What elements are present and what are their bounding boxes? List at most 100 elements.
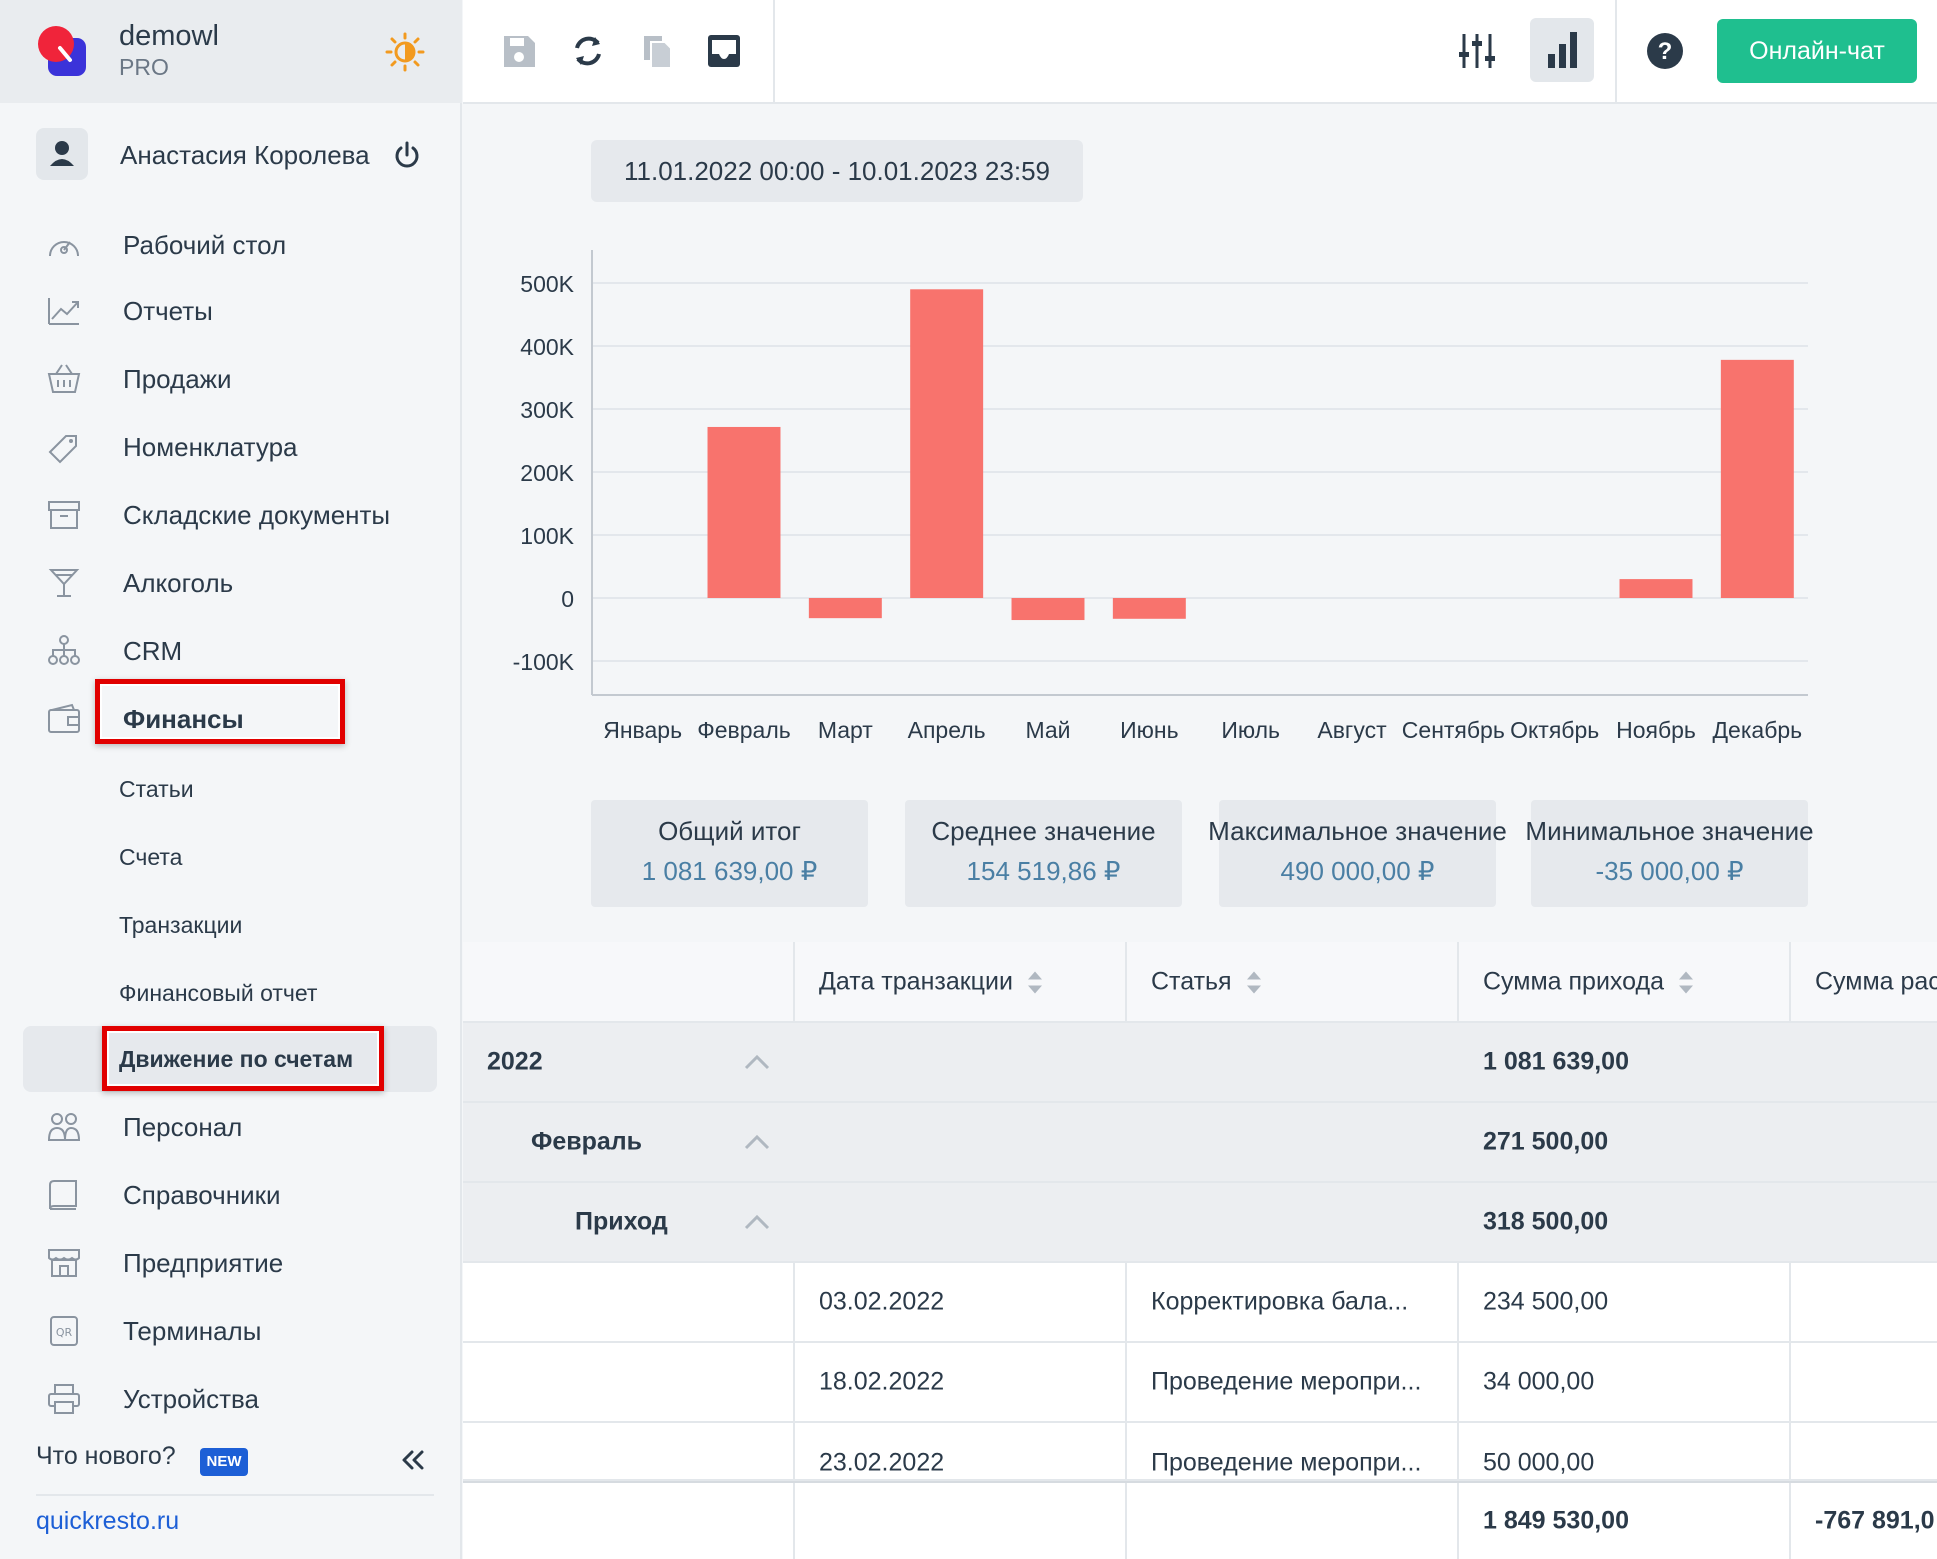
group-income: 271 500,00: [1483, 1127, 1609, 1156]
row-income: 234 500,00: [1483, 1287, 1609, 1316]
filter-sliders-icon[interactable]: [1456, 28, 1498, 74]
user-icon: [50, 141, 74, 166]
x-tick-label: Октябрь: [1510, 717, 1599, 743]
sidebar-item-label: Рабочий стол: [123, 230, 287, 260]
column-header-article[interactable]: Статья: [1151, 942, 1451, 1021]
sun-theme-icon[interactable]: [385, 32, 425, 72]
x-tick-label: Июнь: [1120, 717, 1178, 743]
table-row[interactable]: 18.02.2022 Проведение меропри... 34 000,…: [463, 1343, 1937, 1423]
sidebar-item-label: Складские документы: [123, 500, 391, 530]
avatar[interactable]: [36, 128, 88, 180]
row-income: 34 000,00: [1483, 1367, 1595, 1396]
sidebar-subitem-accounts[interactable]: Счета: [0, 828, 462, 884]
sidebar-item-terminals[interactable]: QR Терминалы: [0, 1302, 462, 1358]
group-label: 2022: [487, 1047, 543, 1076]
online-chat-button[interactable]: Онлайн-чат: [1717, 19, 1917, 83]
x-tick-label: Август: [1317, 717, 1387, 743]
sort-icon[interactable]: [1027, 969, 1043, 995]
sidebar-item-label: Финансы: [123, 704, 244, 734]
totals-row: 1 849 530,00 -767 891,0: [463, 1481, 1937, 1559]
save-icon[interactable]: [498, 28, 540, 74]
chart-view-toggle[interactable]: [1530, 18, 1594, 82]
bar: [1112, 598, 1186, 619]
user-block[interactable]: Анастасия Королева: [36, 128, 436, 182]
sidebar-item-devices[interactable]: Устройства: [0, 1370, 462, 1426]
dashboard-icon: [49, 241, 79, 257]
stat-value: 154 519,86 ₽: [966, 856, 1121, 886]
column-header-income[interactable]: Сумма прихода: [1483, 942, 1783, 1021]
org-chart-icon: [48, 635, 80, 665]
y-tick-label: -100K: [513, 649, 575, 675]
toolbar-separator: [773, 0, 775, 104]
sidebar-item-warehouse-docs[interactable]: Складские документы: [0, 486, 462, 542]
sidebar-item-staff[interactable]: Персонал: [0, 1098, 462, 1154]
sidebar-item-enterprise[interactable]: Предприятие: [0, 1234, 462, 1290]
group-row-type[interactable]: Приход 318 500,00: [463, 1183, 1937, 1263]
sidebar-item-references[interactable]: Справочники: [0, 1166, 462, 1222]
chevron-up-icon[interactable]: [743, 1053, 771, 1071]
column-header-date[interactable]: Дата транзакции: [819, 942, 1119, 1021]
sidebar-item-reports[interactable]: Отчеты: [0, 282, 462, 338]
chart-trend-icon: [48, 298, 79, 325]
stat-value: 490 000,00 ₽: [1280, 856, 1435, 886]
total-income: 1 849 530,00: [1483, 1506, 1629, 1535]
stat-value: -35 000,00 ₽: [1595, 856, 1744, 886]
table-row[interactable]: 23.02.2022 Проведение меропри... 50 000,…: [463, 1423, 1937, 1481]
sidebar: demowl PRO Анастасия Королева: [0, 0, 462, 1559]
column-header-expense[interactable]: Сумма рас: [1815, 967, 1937, 995]
sidebar-item-label: Алкоголь: [123, 568, 234, 598]
bar: [707, 426, 781, 598]
sort-icon[interactable]: [1246, 969, 1262, 995]
group-income: 1 081 639,00: [1483, 1047, 1629, 1076]
svg-text:QR: QR: [56, 1326, 73, 1339]
row-article: Корректировка бала...: [1151, 1287, 1409, 1316]
sidebar-subitem-label: Статьи: [119, 776, 194, 802]
power-icon[interactable]: [392, 140, 422, 170]
sidebar-subitem-account-movement[interactable]: Движение по счетам: [23, 1026, 437, 1092]
sidebar-item-sales[interactable]: Продажи: [0, 350, 462, 406]
stat-total: Общий итог 1 081 639,00 ₽: [591, 800, 868, 907]
sidebar-subitem-label: Транзакции: [119, 912, 243, 938]
stat-label: Общий итог: [658, 816, 801, 846]
sidebar-subitem-transactions[interactable]: Транзакции: [0, 896, 462, 952]
svg-text:?: ?: [1658, 38, 1673, 65]
whats-new-link[interactable]: Что нового?: [36, 1442, 176, 1470]
row-income: 50 000,00: [1483, 1448, 1595, 1477]
help-icon[interactable]: ?: [1646, 32, 1684, 70]
site-link[interactable]: quickresto.ru: [36, 1507, 180, 1535]
group-row-year[interactable]: 2022 1 081 639,00: [463, 1023, 1937, 1103]
sidebar-item-alcohol[interactable]: Алкоголь: [0, 554, 462, 610]
sidebar-item-label: CRM: [123, 636, 183, 666]
basket-icon: [47, 364, 81, 393]
group-row-month[interactable]: Февраль 271 500,00: [463, 1103, 1937, 1183]
top-toolbar: ? Онлайн-чат: [463, 0, 1937, 104]
sidebar-item-nomenclature[interactable]: Номенклатура: [0, 418, 462, 474]
bar: [808, 598, 882, 619]
sidebar-subitem-articles[interactable]: Статьи: [0, 760, 462, 816]
collapse-sidebar-icon[interactable]: [398, 1446, 426, 1474]
sidebar-item-finance[interactable]: Финансы: [0, 690, 462, 746]
chevron-up-icon[interactable]: [743, 1213, 771, 1231]
copy-icon[interactable]: [636, 28, 678, 74]
date-range-picker[interactable]: 11.01.2022 00:00 - 10.01.2023 23:59: [591, 140, 1083, 202]
x-tick-label: Июль: [1221, 717, 1280, 743]
divider: [36, 1494, 434, 1496]
x-tick-label: Январь: [603, 717, 682, 743]
sidebar-subitem-financial-report[interactable]: Финансовый отчет: [0, 964, 462, 1020]
sidebar-subitem-label: Финансовый отчет: [119, 980, 318, 1006]
bar: [1619, 579, 1693, 598]
chevron-up-icon[interactable]: [743, 1133, 771, 1151]
table-row[interactable]: 03.02.2022 Корректировка бала... 234 500…: [463, 1263, 1937, 1343]
bar: [910, 289, 984, 598]
refresh-icon[interactable]: [567, 28, 609, 74]
inbox-icon[interactable]: [703, 28, 745, 74]
sidebar-item-dashboard[interactable]: Рабочий стол: [0, 216, 462, 272]
stat-label: Максимальное значение: [1208, 816, 1507, 846]
y-tick-label: 100K: [520, 523, 574, 549]
row-date: 18.02.2022: [819, 1367, 945, 1396]
store-icon: [48, 1249, 80, 1277]
sidebar-item-crm[interactable]: CRM: [0, 622, 462, 678]
x-tick-label: Ноябрь: [1616, 717, 1696, 743]
sort-icon[interactable]: [1678, 969, 1694, 995]
sidebar-subitem-label: Движение по счетам: [119, 1046, 354, 1072]
